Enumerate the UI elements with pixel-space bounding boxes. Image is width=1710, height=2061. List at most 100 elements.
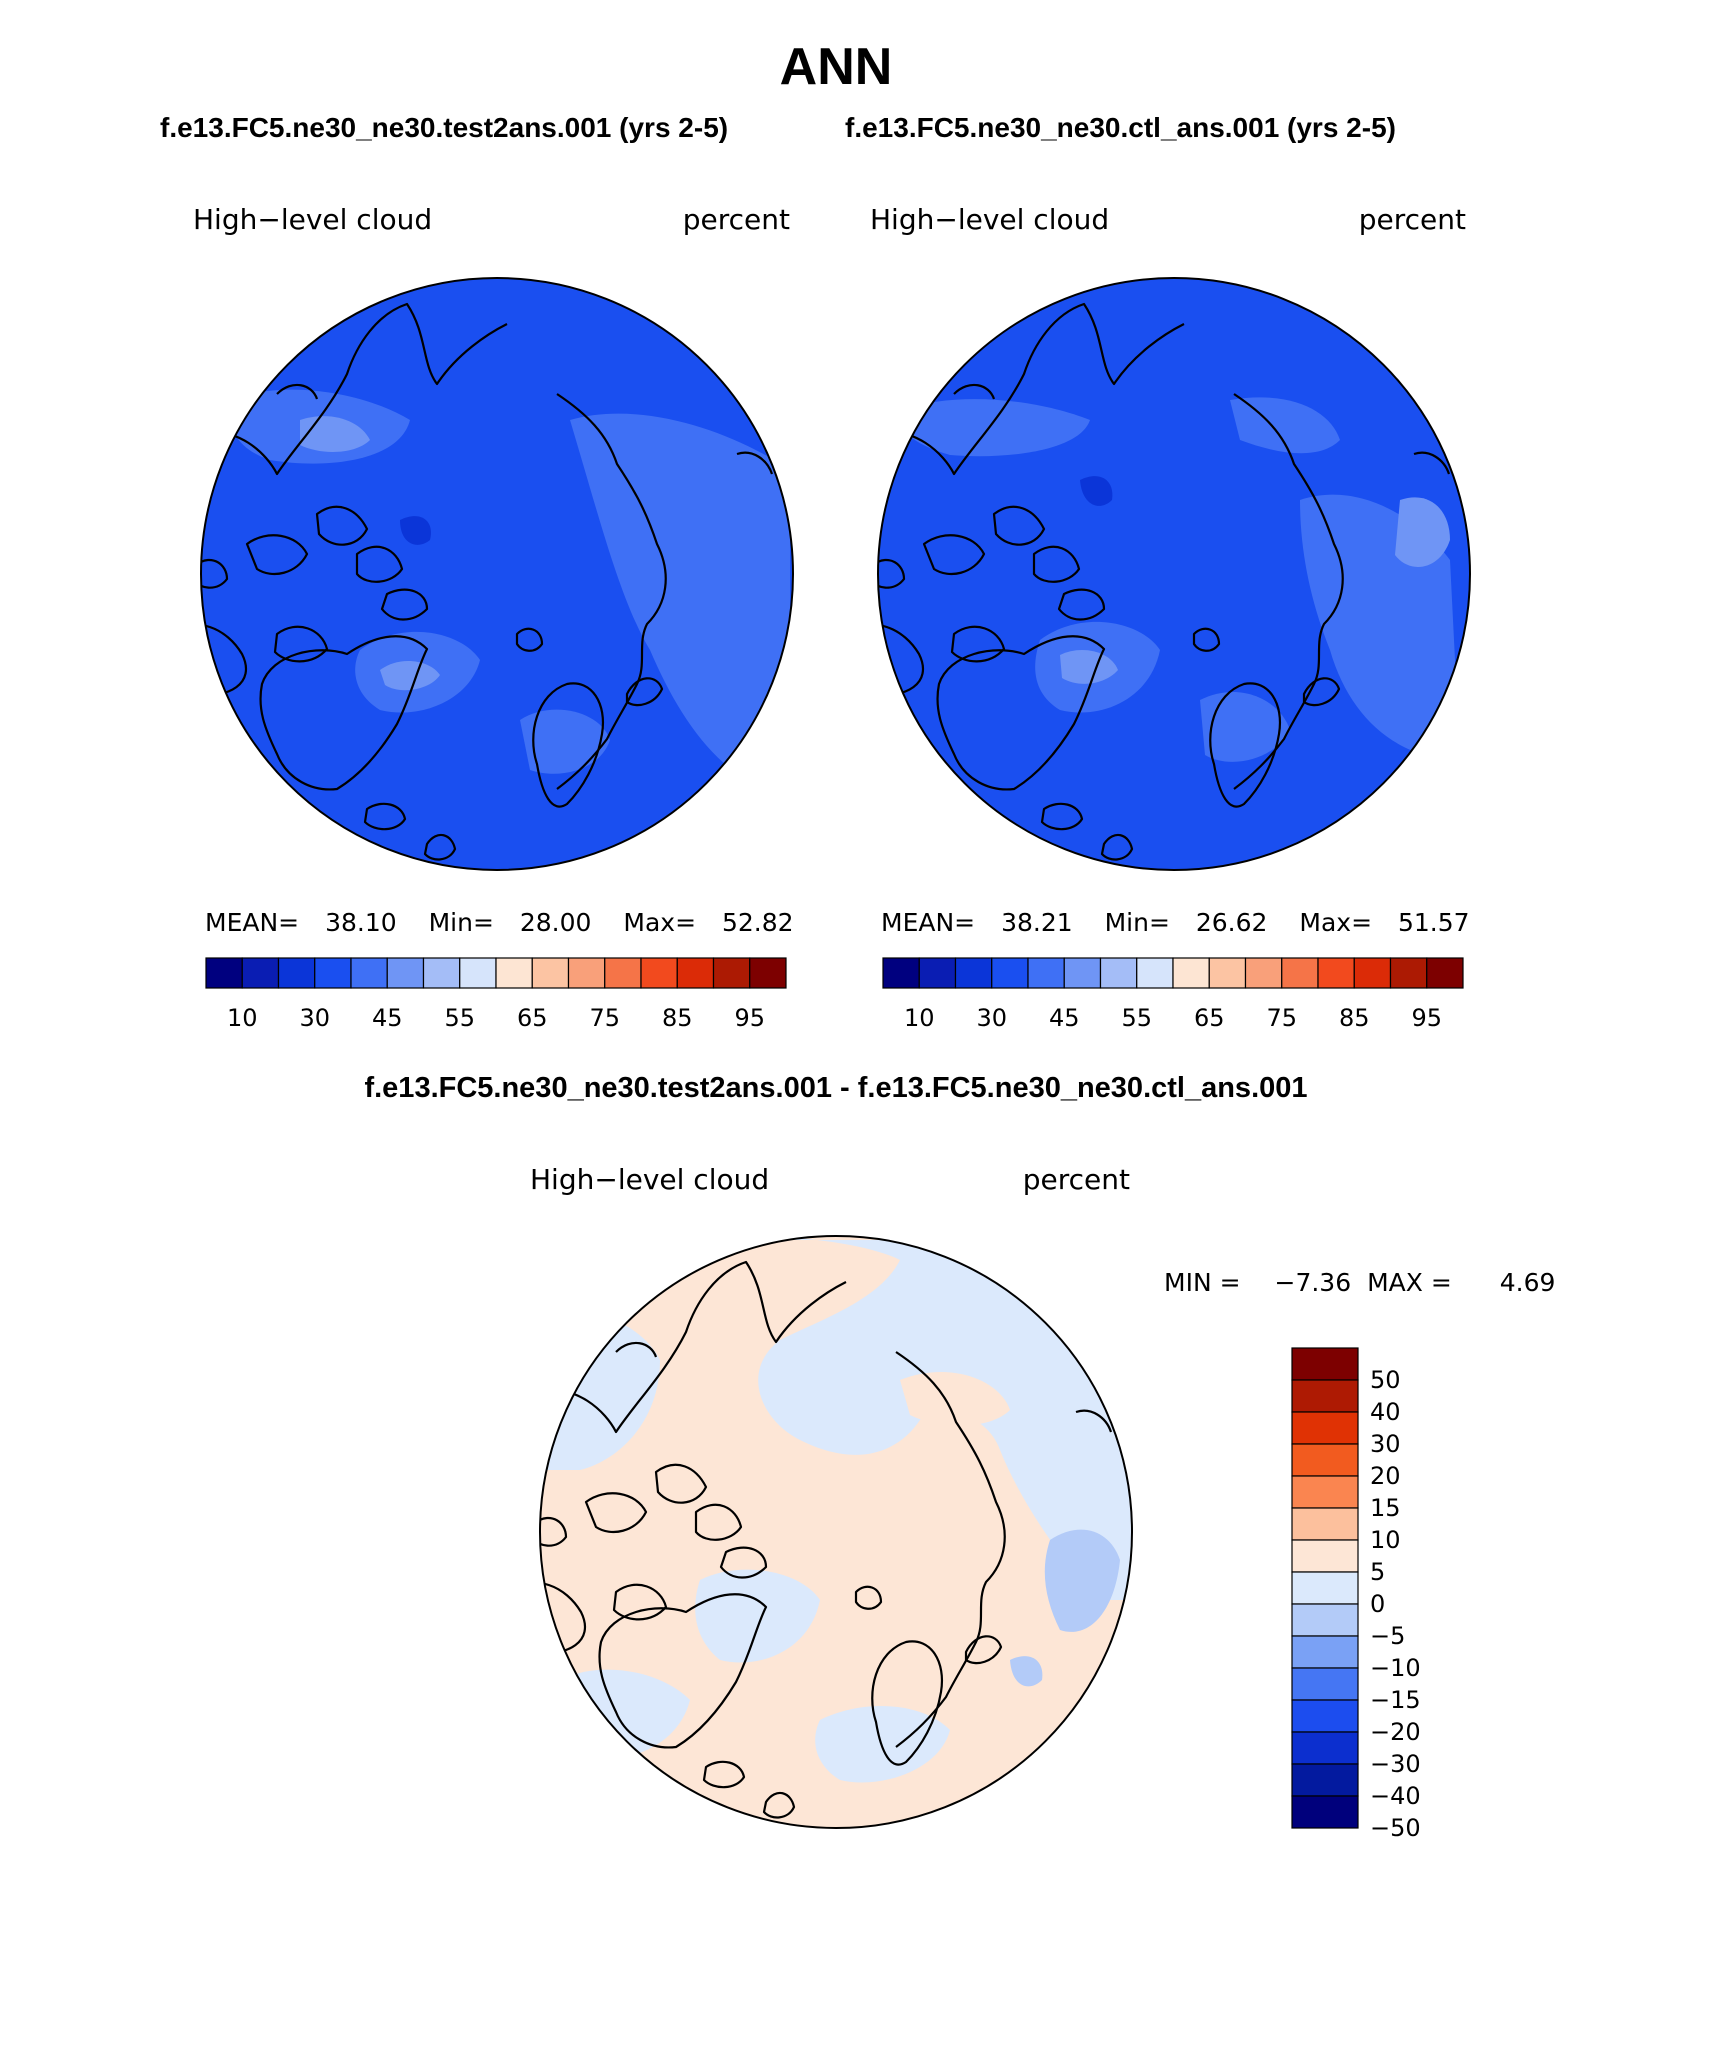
- colorbar-test-swatch: [640, 957, 678, 989]
- colorbar-difference-swatch: [1291, 1379, 1359, 1413]
- panel-control-mean: 38.21: [1001, 908, 1073, 937]
- colorbar-control-swatch: [918, 957, 957, 989]
- colorbar-difference-swatch: [1291, 1603, 1359, 1637]
- colorbar-control-swatch: [1317, 957, 1355, 989]
- colorbar-control-tick-label: 65: [1194, 1004, 1225, 1032]
- colorbar-control-swatch: [1389, 957, 1428, 989]
- colorbar-control-tick-label: 85: [1339, 1004, 1370, 1032]
- colorbar-test-tick-label: 45: [372, 1004, 403, 1032]
- contour-band-negative-diff: [680, 1236, 1132, 1600]
- panel-diff-units: percent: [1023, 1163, 1130, 1196]
- panel-control-min: 26.62: [1196, 908, 1268, 937]
- colorbar-difference-swatch: [1291, 1475, 1359, 1509]
- colorbar-difference-swatch: [1291, 1699, 1359, 1733]
- colorbar-difference-swatch: [1291, 1443, 1359, 1477]
- colorbar-control-swatch: [1353, 957, 1392, 989]
- panel-diff-min: −7.36: [1275, 1268, 1352, 1297]
- colorbar-test-swatch: [712, 957, 751, 989]
- panel-test-max-label: Max=: [623, 908, 696, 937]
- colorbar-control-swatch: [1426, 957, 1464, 989]
- panel-test-variable: High−level cloud: [193, 203, 432, 236]
- panel-control-min-label: Min=: [1105, 908, 1170, 937]
- colorbar-difference-tick-label: 30: [1370, 1430, 1401, 1458]
- panel-test-mean-label: MEAN=: [205, 908, 299, 937]
- colorbar-test-tick-label: 75: [589, 1004, 620, 1032]
- panel-test-units: percent: [683, 203, 790, 236]
- panel-control-variable: High−level cloud: [870, 203, 1109, 236]
- colorbar-test-swatch: [314, 957, 352, 989]
- colorbar-test-swatch: [495, 957, 533, 989]
- colorbar-control-tick-label: 10: [904, 1004, 935, 1032]
- colorbar-test-swatch: [386, 957, 425, 989]
- colorbar-control-swatch: [954, 957, 993, 989]
- colorbar-difference-swatch: [1291, 1763, 1359, 1797]
- panel-control-max: 51.57: [1398, 908, 1470, 937]
- colorbar-difference-tick-label: 40: [1370, 1398, 1401, 1426]
- contour-band-45-55-test: [570, 413, 790, 800]
- colorbar-test-tick-label: 10: [227, 1004, 258, 1032]
- colorbar-test-swatch: [277, 957, 316, 989]
- colorbar-difference-tick-label: 15: [1370, 1494, 1401, 1522]
- colorbar-control-swatch: [1063, 957, 1102, 989]
- colorbar-control-swatch: [1099, 957, 1138, 989]
- panel-test: High−level cloud percent MEAN= 38.10 Min…: [193, 203, 794, 1032]
- colorbar-test-swatch: [676, 957, 715, 989]
- colorbar-difference-swatch: [1291, 1795, 1359, 1829]
- colorbar-control-tick-label: 55: [1121, 1004, 1152, 1032]
- colorbar-difference-swatch: [1291, 1731, 1359, 1765]
- polar-map-difference: [540, 1236, 1132, 1828]
- colorbar-test-swatch: [350, 957, 388, 989]
- colorbar-difference-tick-label: −50: [1370, 1814, 1421, 1842]
- polar-map-control: [878, 278, 1470, 870]
- colorbar-difference-tick-label: 5: [1370, 1558, 1385, 1586]
- colorbar-difference-tick-label: −5: [1370, 1622, 1405, 1650]
- colorbar-test-swatch: [567, 957, 606, 989]
- panel-diff-max-label: MAX =: [1367, 1268, 1452, 1297]
- panel-test-max: 52.82: [722, 908, 794, 937]
- colorbar-control-tick-label: 45: [1049, 1004, 1080, 1032]
- colorbar-control-swatch: [1172, 957, 1210, 989]
- colorbar-test: 10 30 45 55 65 75 85 95: [205, 957, 787, 1032]
- colorbar-difference-swatch: [1291, 1539, 1359, 1573]
- colorbar-difference-swatch: [1291, 1347, 1359, 1381]
- panel-control-units: percent: [1359, 203, 1466, 236]
- colorbar-control-swatch: [1281, 957, 1319, 989]
- panel-diff-stats: MIN = −7.36 MAX = 4.69: [1164, 1268, 1555, 1297]
- colorbar-difference-swatch: [1291, 1667, 1359, 1701]
- colorbar-control-swatch: [1208, 957, 1247, 989]
- panel-control-max-label: Max=: [1299, 908, 1372, 937]
- colorbar-control-swatch: [882, 957, 920, 989]
- colorbar-test-swatch: [531, 957, 570, 989]
- colorbar-control-swatch: [1027, 957, 1065, 989]
- panel-diff-variable: High−level cloud: [530, 1163, 769, 1196]
- colorbar-difference-tick-label: 20: [1370, 1462, 1401, 1490]
- colorbar-control-swatch: [1244, 957, 1283, 989]
- panel-control: High−level cloud percent MEAN= 38.21 Min…: [870, 203, 1471, 1032]
- colorbar-difference-swatch: [1291, 1635, 1359, 1669]
- colorbar-difference-tick-label: −20: [1370, 1718, 1421, 1746]
- difference-title: f.e13.FC5.ne30_ne30.test2ans.001 - f.e13…: [364, 1072, 1307, 1104]
- colorbar-difference-tick-label: −10: [1370, 1654, 1421, 1682]
- colorbar-test-swatch: [604, 957, 642, 989]
- colorbar-test-tick-label: 65: [517, 1004, 548, 1032]
- colorbar-control: 10 30 45 55 65 75 85 95: [882, 957, 1464, 1032]
- colorbar-test-tick-label: 55: [444, 1004, 475, 1032]
- panel-test-stats: MEAN= 38.10 Min= 28.00 Max= 52.82: [205, 908, 794, 937]
- subtitle-control-case: f.e13.FC5.ne30_ne30.ctl_ans.001 (yrs 2-5…: [845, 112, 1396, 143]
- panel-control-stats: MEAN= 38.21 Min= 26.62 Max= 51.57: [881, 908, 1470, 937]
- colorbar-test-swatch: [459, 957, 497, 989]
- polar-map-test: [201, 278, 793, 870]
- colorbar-control-tick-label: 30: [976, 1004, 1007, 1032]
- panel-diff-min-label: MIN =: [1164, 1268, 1241, 1297]
- panel-test-min-label: Min=: [429, 908, 494, 937]
- colorbar-difference-swatch: [1291, 1411, 1359, 1445]
- figure-title: ANN: [780, 38, 893, 96]
- subtitle-test-case: f.e13.FC5.ne30_ne30.test2ans.001 (yrs 2-…: [160, 112, 728, 143]
- colorbar-control-swatch: [991, 957, 1029, 989]
- colorbar-control-swatch: [1136, 957, 1174, 989]
- panel-control-mean-label: MEAN=: [881, 908, 975, 937]
- colorbar-test-swatch: [205, 957, 243, 989]
- colorbar-test-swatch: [749, 957, 787, 989]
- colorbar-test-swatch: [241, 957, 280, 989]
